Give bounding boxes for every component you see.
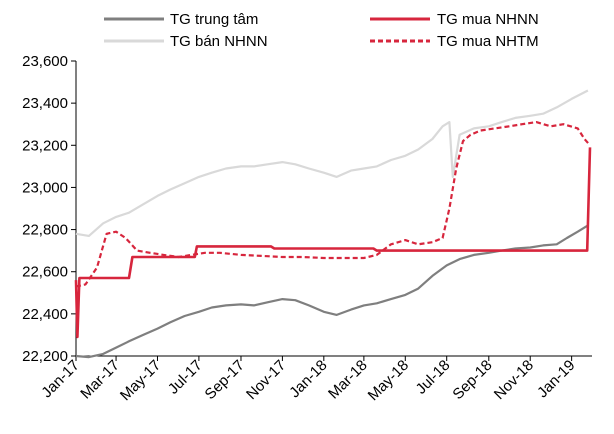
x-tick-label: Sep-18 — [449, 357, 495, 403]
y-axis: 22,200 22,400 22,600 22,800 23,000 23,200 23,4… — [22, 53, 77, 365]
series-line-3 — [75, 120, 591, 288]
x-tick-label: Jan-19 — [534, 357, 578, 401]
x-tick-label: Jul-18 — [413, 357, 454, 398]
legend-label: TG mua NHTM — [437, 33, 539, 50]
series-line-0 — [75, 224, 589, 359]
x-tick-label: Mar-18 — [325, 357, 371, 403]
series-line-2 — [74, 147, 592, 339]
legend-label: TG mua NHNN — [437, 11, 539, 28]
y-tick-label: 23,400 — [22, 95, 68, 112]
y-tick-label: 22,800 — [22, 222, 68, 239]
x-tick-label: Jul-17 — [165, 357, 206, 398]
plot-area — [74, 89, 592, 359]
y-tick-label: 23,000 — [22, 179, 68, 196]
legend-label: TG bán NHNN — [170, 33, 268, 50]
y-tick-label: 23,600 — [22, 53, 68, 70]
legend: TG trung tâm TG bán NHNN TG mua NHNN TG mua… — [104, 11, 539, 50]
x-tick-label: May-17 — [117, 357, 164, 404]
y-tick-label: 23,200 — [22, 137, 68, 154]
y-tick-label: 22,600 — [22, 264, 68, 281]
x-tick-label: Nov-17 — [243, 357, 289, 403]
x-tick-label: Jan-18 — [286, 357, 330, 401]
x-tick-label: Nov-18 — [491, 357, 537, 403]
x-tick-label: May-18 — [365, 357, 412, 404]
x-tick-label: Mar-17 — [77, 357, 123, 403]
legend-label: TG trung tâm — [170, 11, 258, 28]
series-line-1 — [75, 89, 589, 237]
x-tick-label: Sep-17 — [202, 357, 248, 403]
y-tick-label: 22,200 — [22, 348, 68, 365]
y-tick-label: 22,400 — [22, 306, 68, 323]
